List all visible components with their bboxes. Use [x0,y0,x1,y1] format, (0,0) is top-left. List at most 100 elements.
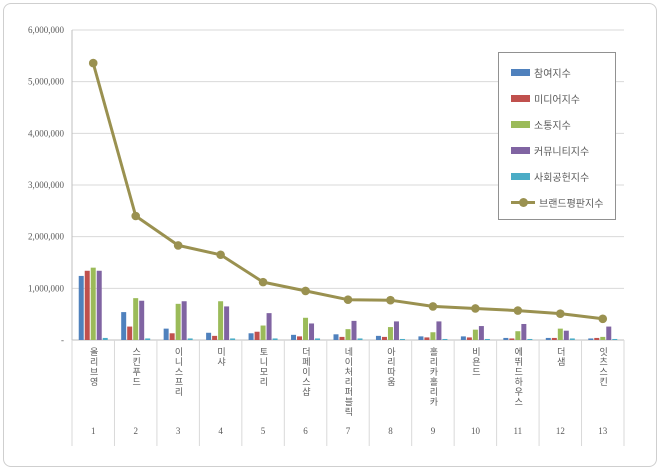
bar [224,306,230,340]
legend-bar-swatch-icon [511,68,530,76]
bar [351,320,357,340]
legend-item: 참여지수 [511,59,611,85]
bar [139,300,145,340]
rank-label: 2 [133,426,139,436]
bar [163,328,169,340]
line-marker [131,211,140,221]
rank-label: 10 [470,426,480,436]
bar [121,312,127,340]
category-label-text: 아리따움 [385,347,396,387]
rank-label: 4 [218,426,223,436]
bar [254,331,260,340]
bar [588,338,594,340]
rank-label: 13 [598,426,608,436]
bar [399,338,405,340]
y-axis-tick-label: - [61,335,64,345]
y-axis-tick-label: 5,000,000 [28,77,65,87]
category-label: 스킨푸드 [115,347,158,423]
bar [181,301,187,340]
rank-label: 5 [260,426,266,436]
legend-item-label: 사회공헌지수 [534,172,590,184]
bar [418,336,424,340]
category-label-text: 네이처리퍼블릭 [343,347,354,417]
category-label: 홀리카홀리카 [412,347,455,423]
legend-bar-swatch-icon [511,146,530,154]
bar [442,338,448,340]
legend-item-label: 커뮤니티지수 [534,146,590,158]
bar [90,267,96,340]
category-label-text: 에뛰드하우스 [513,347,524,407]
bar [303,317,309,340]
bar [291,334,297,340]
bar [551,337,557,340]
bar [272,338,278,340]
bar [600,336,606,340]
bar [478,326,484,340]
line-marker [258,277,268,287]
bar [430,332,436,340]
y-axis-tick-label: 4,000,000 [28,128,65,138]
legend-line-marker [519,197,528,207]
legend-item: 미디어지수 [511,85,611,111]
legend-item: 브랜드평판지수 [511,189,611,215]
line-marker [598,314,608,324]
bar [594,337,600,340]
category-label-text: 이니스프리 [173,347,184,397]
legend-line-swatch-icon [511,197,535,207]
bar [357,338,363,340]
category-label: 잇츠스킨 [582,347,625,423]
category-label: 토니모리 [242,347,285,423]
bar [381,336,387,340]
bar [557,328,563,340]
rank-label: 6 [303,426,308,436]
bar [509,338,515,340]
bar [266,313,272,340]
bar [521,323,527,340]
bar [484,338,490,340]
bar [297,336,303,340]
bar [569,338,575,340]
bar [393,321,399,340]
line-marker [173,241,183,250]
bar [515,331,521,340]
bar [315,338,321,340]
rank-label: 12 [555,426,565,436]
category-label: 에뛰드하우스 [497,347,540,423]
category-label: 이니스프리 [157,347,200,423]
bar [96,270,102,340]
bar [472,329,478,340]
legend-item: 소통지수 [511,111,611,137]
bar [260,325,266,340]
bar [145,338,151,340]
bar [102,337,108,340]
bar [187,338,193,340]
bar [230,338,236,340]
rank-label: 11 [513,426,523,436]
legend-item: 사회공헌지수 [511,163,611,189]
line-marker [301,286,310,296]
category-label-text: 토니모리 [258,347,269,387]
bar [387,327,393,340]
line-marker [216,250,225,260]
rank-label: 1 [91,426,96,436]
legend-bar-swatch-icon [511,94,530,102]
category-label: 올리브영 [72,347,115,423]
bar [133,298,139,340]
category-label: 더샘 [539,347,582,423]
legend-bar-swatch-icon [511,120,530,128]
line-marker [556,309,565,318]
bar [78,275,84,340]
bar [206,332,212,340]
y-axis-tick-label: 6,000,000 [28,25,65,35]
bar [339,336,345,340]
bar [127,326,133,340]
legend-item-label: 참여지수 [534,68,571,80]
line-marker [471,304,480,313]
category-label-text: 더샘 [555,347,566,367]
bar [345,329,351,340]
category-label-text: 홀리카홀리카 [428,347,439,407]
legend-bar-swatch-icon [511,172,530,180]
category-label-text: 미샤 [216,347,227,367]
bar [436,321,442,340]
